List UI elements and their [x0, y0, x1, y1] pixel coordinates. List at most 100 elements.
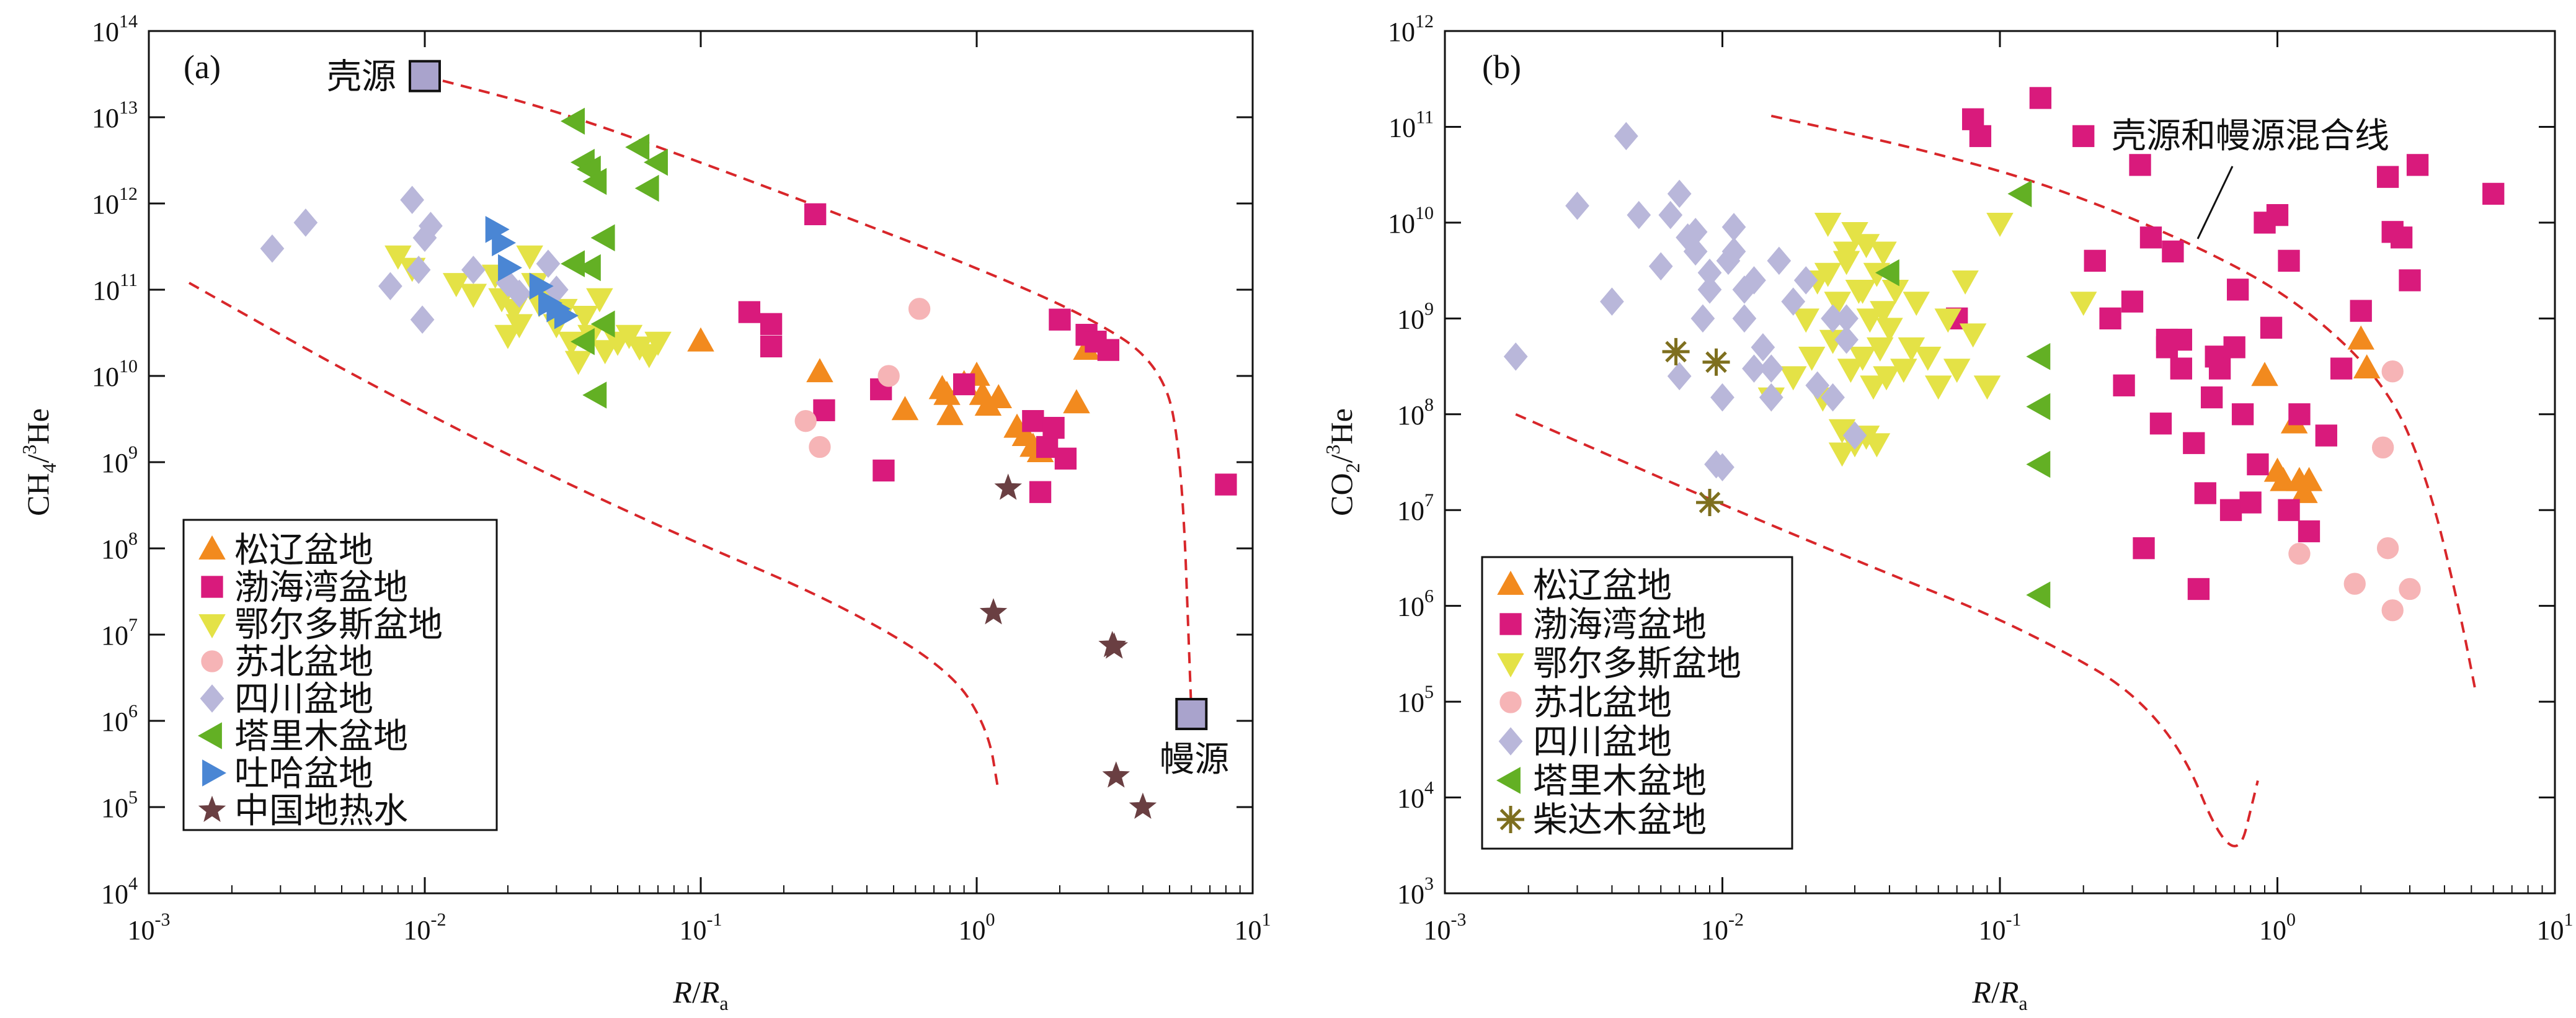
- data-point: [2072, 125, 2095, 148]
- data-point: [410, 305, 435, 334]
- data-point: [570, 328, 595, 355]
- data-point: [419, 212, 443, 240]
- y-tick-label: 1010: [1388, 203, 1434, 239]
- data-point: [687, 327, 714, 352]
- data-point: [908, 298, 931, 320]
- data-point: [561, 250, 585, 277]
- data-point: [2133, 537, 2155, 560]
- data-point: [1781, 287, 1806, 316]
- data-point: [498, 254, 522, 282]
- data-point: [994, 473, 1022, 500]
- data-point: [1049, 308, 1071, 331]
- data-point: [1097, 339, 1119, 361]
- data-point: [1648, 252, 1673, 281]
- data-point: [1627, 200, 1651, 230]
- data-point: [1759, 354, 1783, 383]
- y-tick-label: 1013: [92, 97, 138, 133]
- x-tick-label: 10-1: [680, 909, 722, 945]
- legend-swatch: [201, 650, 223, 672]
- y-tick-label: 103: [1397, 873, 1434, 909]
- data-point: [2170, 357, 2192, 380]
- data-point: [2026, 343, 2051, 370]
- data-point: [1751, 333, 1775, 362]
- data-point: [564, 350, 592, 375]
- data-point: [1924, 375, 1952, 400]
- legend-swatch: [198, 535, 226, 560]
- data-point: [1042, 417, 1065, 439]
- data-point: [1875, 259, 1899, 287]
- data-point: [1969, 125, 1992, 148]
- data-point: [1721, 213, 1746, 241]
- data-point: [571, 305, 598, 330]
- data-point: [406, 256, 431, 284]
- legend-swatch: [1499, 691, 1522, 713]
- legend-label: 四川盆地: [1533, 723, 1672, 762]
- mixing-lines-a: [189, 74, 1193, 792]
- data-point: [1667, 179, 1692, 208]
- data-point: [1952, 270, 1979, 295]
- y-axis-label-b: CO2/3He: [1321, 408, 1364, 516]
- data-point: [2376, 537, 2399, 560]
- data-point: [2231, 403, 2254, 426]
- data-point: [2239, 491, 2262, 514]
- series-2: [1946, 87, 2505, 601]
- data-point: [1662, 337, 1690, 365]
- data-point: [1767, 246, 1792, 275]
- data-point: [806, 358, 833, 383]
- legend-label: 苏北盆地: [1533, 684, 1672, 723]
- data-point: [1022, 410, 1044, 432]
- data-point: [2371, 436, 2394, 458]
- data-point: [576, 254, 601, 282]
- y-tick-label: 1014: [92, 11, 138, 47]
- data-point: [1792, 308, 1819, 333]
- data-point: [2278, 499, 2300, 521]
- data-point: [2406, 154, 2429, 176]
- x-tick-label: 10-1: [1979, 909, 2022, 945]
- data-point: [1860, 375, 1887, 400]
- data-point: [760, 313, 783, 335]
- data-point: [738, 301, 761, 323]
- data-point: [582, 382, 607, 409]
- endmember-marker: [409, 60, 441, 92]
- data-point: [979, 598, 1008, 625]
- data-point: [582, 167, 607, 195]
- data-point: [2113, 374, 2135, 396]
- data-point: [936, 401, 964, 426]
- data-point: [1793, 266, 1818, 295]
- data-point: [1683, 218, 1708, 246]
- data-point: [1063, 389, 1090, 414]
- data-point: [590, 224, 615, 252]
- data-point: [2029, 87, 2052, 109]
- data-point: [1759, 383, 1783, 412]
- data-point: [2223, 336, 2245, 359]
- data-point: [1805, 371, 1830, 400]
- data-point: [1890, 359, 1917, 383]
- data-point: [1036, 435, 1059, 458]
- data-point: [2278, 249, 2300, 272]
- endmember-label: 幔源: [1160, 741, 1229, 779]
- legend-label: 吐哈盆地: [234, 755, 373, 793]
- data-point: [2026, 581, 2051, 609]
- data-point: [2226, 279, 2249, 301]
- y-tick-label: 105: [1397, 682, 1434, 718]
- data-point: [1102, 761, 1130, 788]
- legend-label: 松辽盆地: [1533, 567, 1672, 605]
- data-point: [2099, 307, 2121, 329]
- data-point: [516, 245, 543, 270]
- data-point: [1683, 237, 1708, 266]
- data-point: [2156, 328, 2178, 351]
- data-point: [1054, 447, 1077, 470]
- data-point: [293, 208, 318, 237]
- data-point: [1959, 323, 1987, 348]
- data-point: [1849, 279, 1876, 304]
- data-point: [1986, 212, 2014, 237]
- series-1: [2251, 325, 2381, 503]
- data-point: [1721, 237, 1746, 266]
- x-axis-label-b: R/Ra: [1971, 975, 2027, 1014]
- legend-label: 松辽盆地: [234, 532, 373, 570]
- series-3: [1757, 212, 2097, 467]
- data-point: [1697, 275, 1722, 304]
- series-5: [1503, 122, 1867, 481]
